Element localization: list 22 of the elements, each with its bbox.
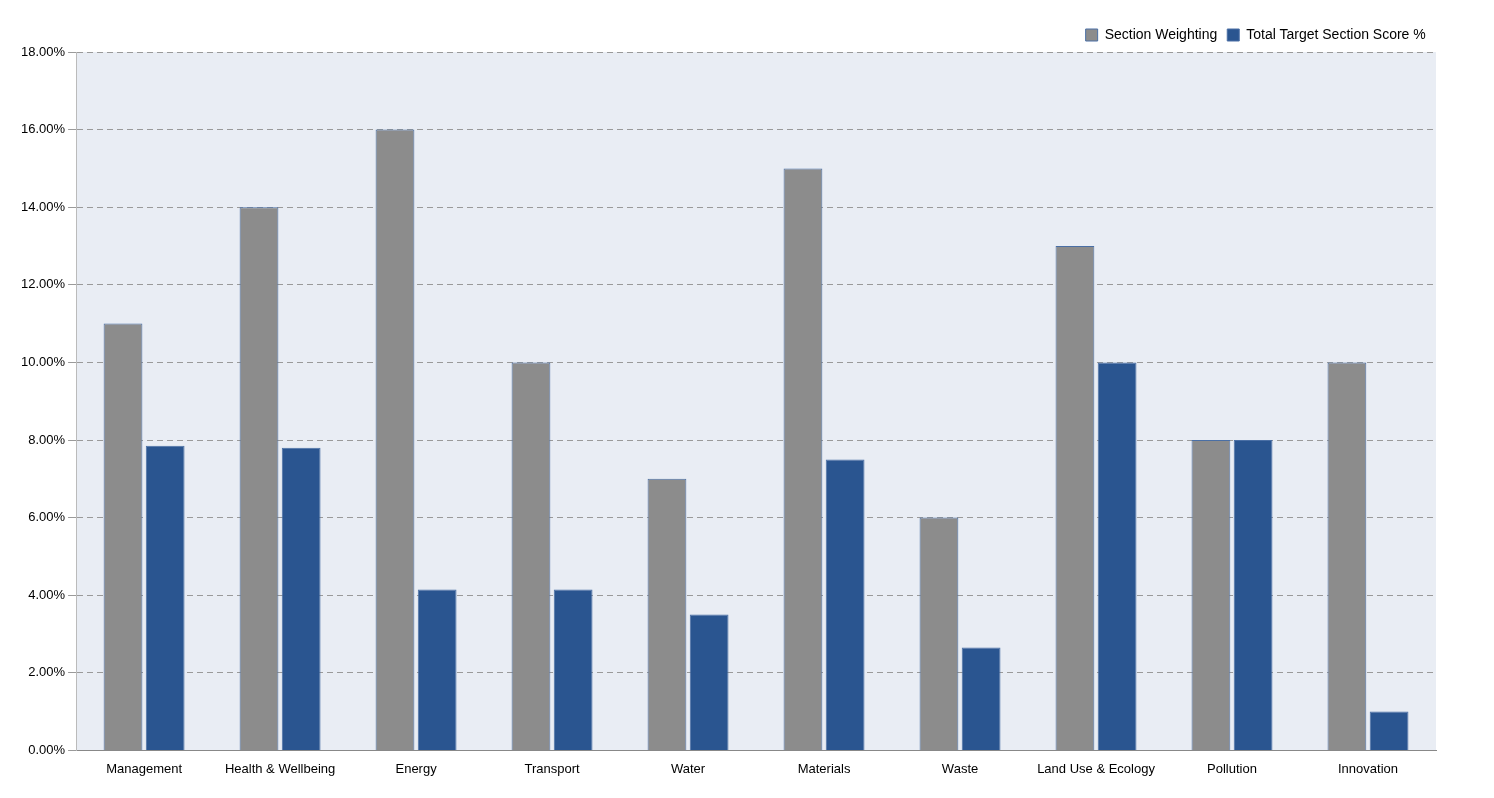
x-tick-label: Health & Wellbeing xyxy=(224,760,336,776)
y-tick-label: 12.00% xyxy=(21,276,66,292)
y-tick-label: 18.00% xyxy=(21,43,66,59)
x-tick-label: Management xyxy=(106,760,183,776)
y-tick-label: 0.00% xyxy=(28,741,66,757)
y-tick-label: 6.00% xyxy=(28,509,66,525)
x-tick-label: Innovation xyxy=(1338,760,1398,776)
y-tick-label: 14.00% xyxy=(21,198,66,214)
x-tick-label: Energy xyxy=(395,760,438,776)
x-tick-label: Transport xyxy=(524,760,581,776)
x-tick-label: Waste xyxy=(941,760,979,776)
x-tick-label: Water xyxy=(670,760,706,776)
legend-label: Total Target Section Score % xyxy=(1246,25,1426,42)
y-tick-label: 4.00% xyxy=(28,586,66,602)
y-tick-label: 10.00% xyxy=(21,353,66,369)
legend-label: Section Weighting xyxy=(1104,25,1218,42)
x-tick-label: Pollution xyxy=(1207,760,1257,776)
x-tick-label: Materials xyxy=(797,760,851,776)
x-tick-label: Land Use & Ecology xyxy=(1037,760,1156,776)
y-tick-label: 8.00% xyxy=(28,431,66,447)
y-tick-label: 16.00% xyxy=(21,121,66,137)
y-tick-label: 2.00% xyxy=(28,664,66,680)
